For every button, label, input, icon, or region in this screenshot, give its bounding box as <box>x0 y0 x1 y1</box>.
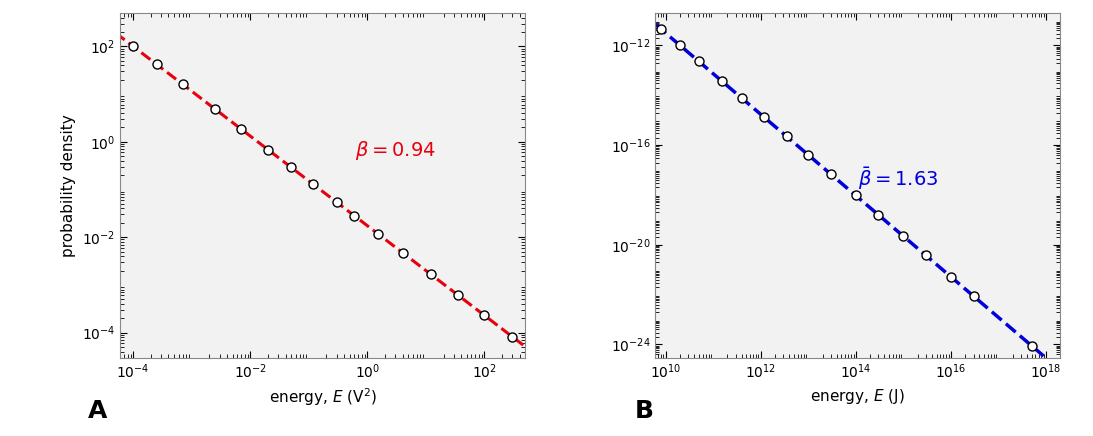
Text: $\beta = 0.94$: $\beta = 0.94$ <box>355 140 436 162</box>
Text: $\bar{\beta} = 1.63$: $\bar{\beta} = 1.63$ <box>858 165 938 192</box>
X-axis label: energy, $E$ (J): energy, $E$ (J) <box>810 387 905 405</box>
Text: B: B <box>635 399 654 423</box>
Text: A: A <box>87 399 107 423</box>
Y-axis label: probability density: probability density <box>61 114 77 257</box>
X-axis label: energy, $E$ (V$^2$): energy, $E$ (V$^2$) <box>269 387 377 408</box>
